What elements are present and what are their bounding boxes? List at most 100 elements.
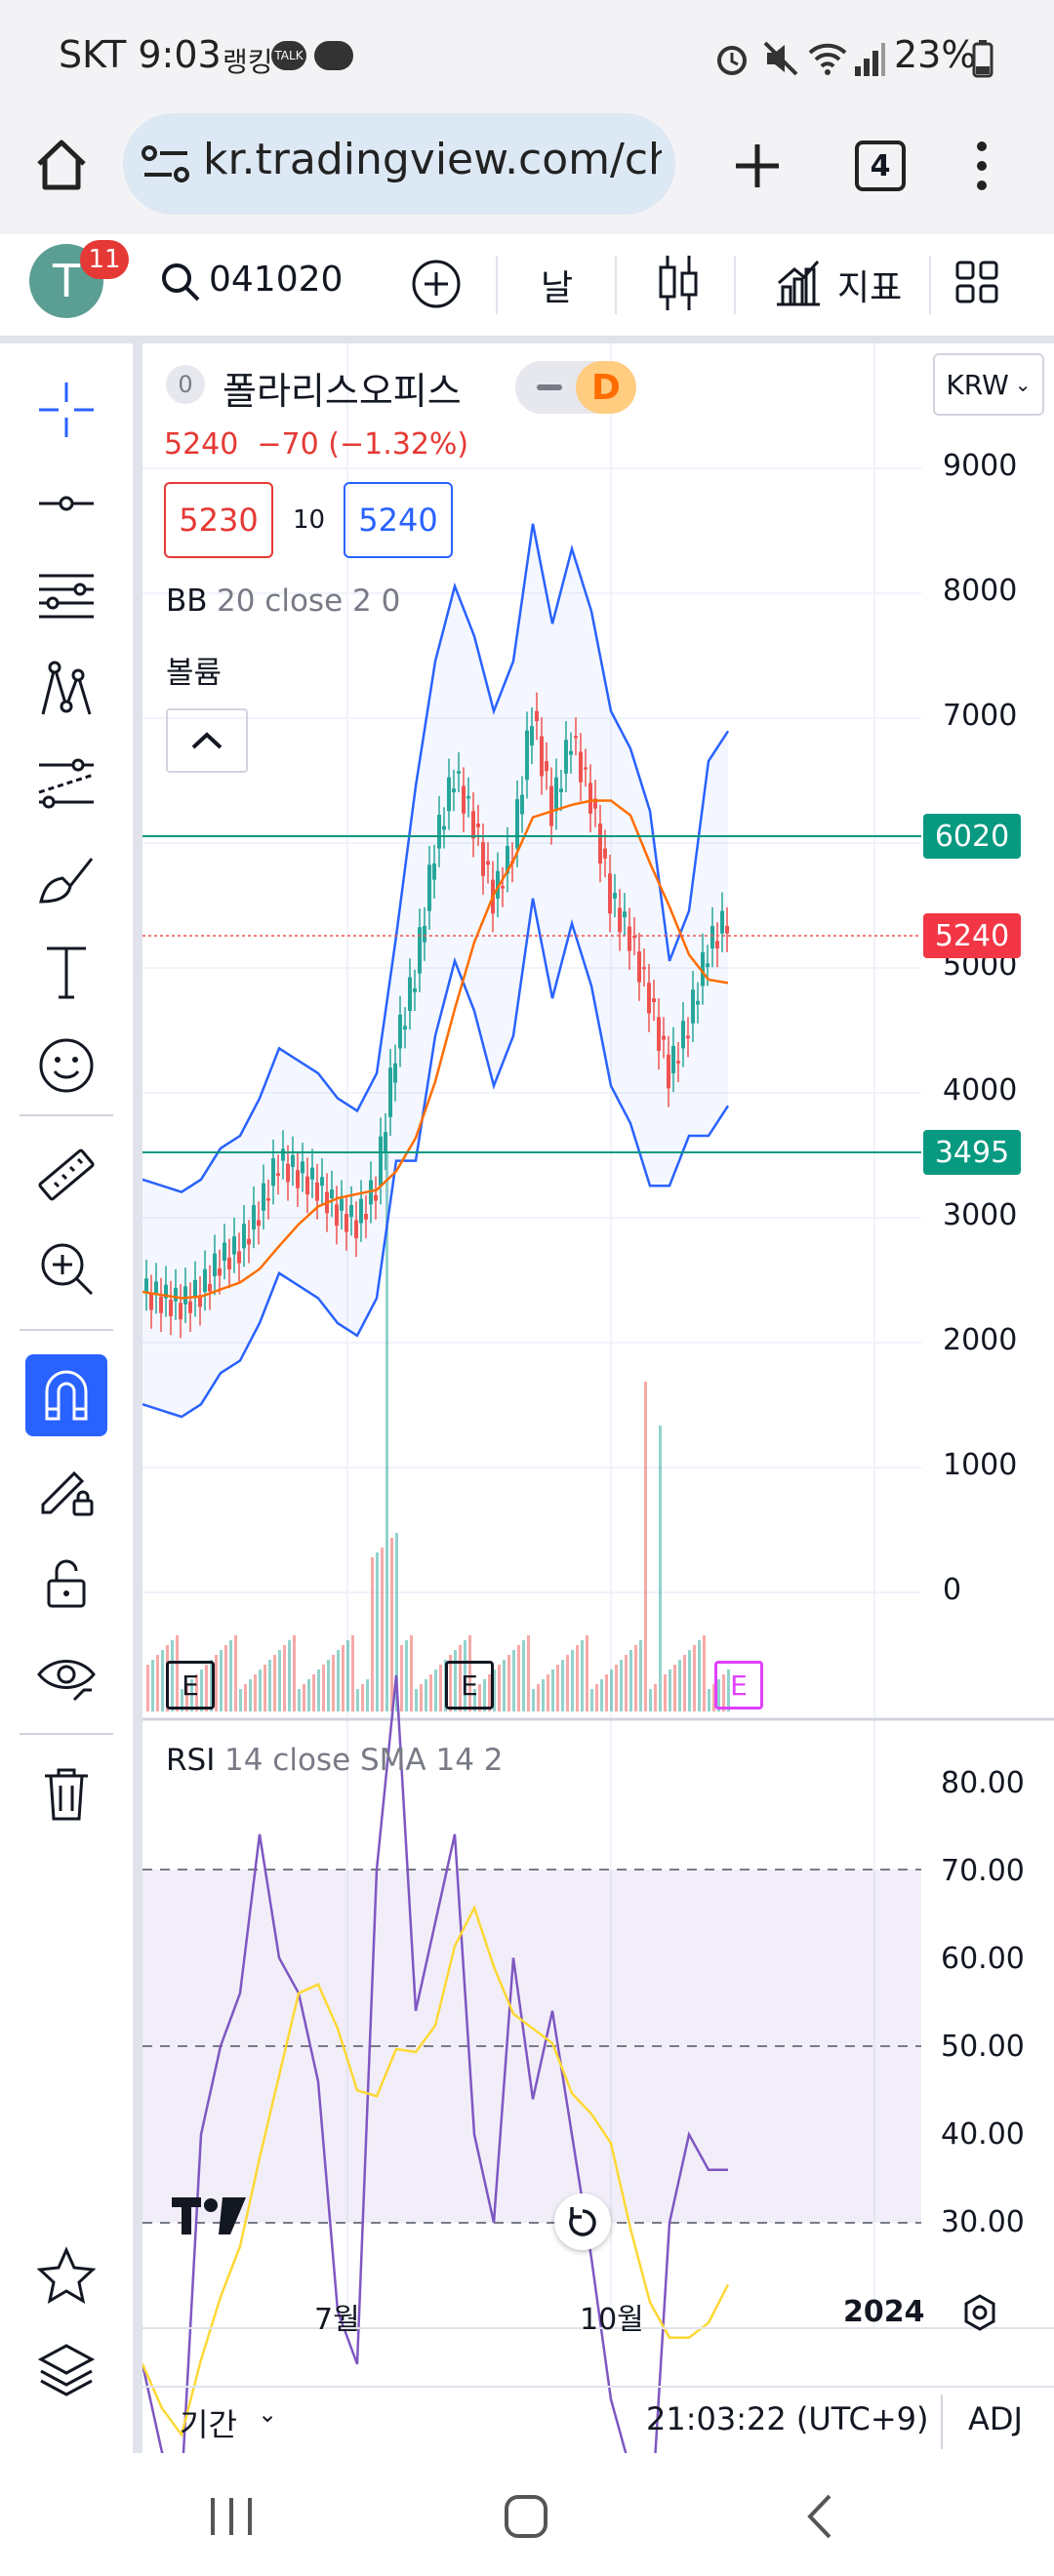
candle-body xyxy=(291,1154,295,1167)
currency-select[interactable]: KRW ⌄ xyxy=(933,353,1044,416)
volume-bar xyxy=(654,1684,657,1711)
search-icon[interactable] xyxy=(158,260,203,304)
brush-tool[interactable] xyxy=(25,837,107,919)
stay-drawing-tool[interactable] xyxy=(25,1448,107,1530)
emoji-tool[interactable] xyxy=(25,1025,107,1107)
separator xyxy=(20,1733,113,1735)
rsi-indicator-name[interactable]: RSI xyxy=(166,1743,216,1778)
volume-bar xyxy=(400,1645,403,1711)
new-tab-icon[interactable] xyxy=(728,137,787,195)
earnings-marker[interactable]: E xyxy=(445,1661,494,1710)
candle-body xyxy=(476,824,480,827)
bb-indicator-name[interactable]: BB xyxy=(166,584,208,619)
candle-body xyxy=(442,825,446,830)
volume-bar xyxy=(366,1679,369,1711)
pattern-tool[interactable] xyxy=(25,650,107,732)
horizontal-line-tag-lower[interactable]: 3495 xyxy=(923,1130,1021,1175)
more-menu-icon[interactable] xyxy=(966,137,997,195)
price-axis-label: 3000 xyxy=(943,1198,1018,1232)
volume-bar xyxy=(639,1640,642,1711)
candle-body xyxy=(384,1132,387,1151)
candle-body xyxy=(696,1000,700,1005)
favorites-tool[interactable] xyxy=(25,2234,107,2316)
chart-canvas[interactable] xyxy=(142,343,1054,2453)
symbol-name[interactable]: 폴라리스오피스 xyxy=(223,370,462,413)
volume-bar xyxy=(522,1640,525,1711)
candle-body xyxy=(281,1148,285,1161)
site-settings-icon[interactable] xyxy=(141,142,191,185)
lock-tool[interactable] xyxy=(25,1542,107,1624)
earnings-marker[interactable]: E xyxy=(166,1661,215,1710)
mute-icon xyxy=(763,41,798,76)
candle-body xyxy=(315,1183,319,1201)
settings-icon[interactable] xyxy=(960,2293,999,2332)
trend-line-tool[interactable] xyxy=(25,463,107,544)
volume-bar xyxy=(342,1645,345,1711)
candle-body xyxy=(359,1198,363,1224)
chevron-down-icon[interactable]: ⌄ xyxy=(258,2400,278,2428)
home-icon[interactable] xyxy=(33,137,90,193)
separator xyxy=(496,256,498,314)
object-tree-tool[interactable] xyxy=(25,2328,107,2410)
volume-indicator-name[interactable]: 볼륨 xyxy=(166,656,223,691)
pencil-lock-icon xyxy=(41,1470,94,1516)
candle-body xyxy=(149,1293,153,1310)
candle-body xyxy=(496,870,500,899)
market-status[interactable]: D xyxy=(515,361,636,414)
carrier-time: SKT 9:03 xyxy=(59,33,222,76)
price-axis-label: 4000 xyxy=(943,1073,1018,1107)
home-nav-icon[interactable] xyxy=(502,2492,550,2541)
magnet-tool[interactable] xyxy=(25,1354,107,1436)
back-icon[interactable] xyxy=(802,2492,837,2541)
date-range-button[interactable]: 기간 xyxy=(180,2406,237,2443)
adjust-button[interactable]: ADJ xyxy=(968,2400,1023,2437)
interval-button[interactable]: 날 xyxy=(541,268,574,308)
volume-bar xyxy=(600,1679,603,1711)
candle-body xyxy=(247,1238,251,1245)
candle-body xyxy=(584,767,588,770)
candle-body xyxy=(608,873,612,914)
projection-tool[interactable] xyxy=(25,744,107,825)
volume-bar xyxy=(249,1679,252,1711)
buy-button[interactable]: 5240 xyxy=(344,482,453,558)
chart-toolbar: T 11 041020 날 지표 xyxy=(0,234,1054,343)
price-axis-label: 7000 xyxy=(943,699,1018,733)
sell-button[interactable]: 5230 xyxy=(164,482,273,558)
remove-tool[interactable] xyxy=(25,1752,107,1834)
measure-tool[interactable] xyxy=(25,1134,107,1216)
candles-icon[interactable] xyxy=(654,252,703,314)
volume-bar xyxy=(273,1655,276,1711)
layout-icon[interactable] xyxy=(954,260,999,304)
text-tool[interactable] xyxy=(25,931,107,1013)
url-text[interactable]: kr.tradingview.com/cha xyxy=(203,135,662,184)
tab-count-button[interactable]: 4 xyxy=(855,141,906,191)
horizontal-line-tag-upper[interactable]: 6020 xyxy=(923,814,1021,859)
candle-body xyxy=(286,1163,290,1183)
indicators-icon[interactable] xyxy=(773,254,822,312)
crosshair-tool[interactable] xyxy=(25,369,107,451)
tradingview-logo-icon[interactable] xyxy=(170,2194,250,2238)
volume-bar xyxy=(688,1650,691,1711)
bb-indicator-params: 20 close 2 0 xyxy=(217,584,401,619)
indicators-label[interactable]: 지표 xyxy=(837,268,903,308)
volume-bar xyxy=(698,1640,701,1711)
chart-area[interactable]: 0 폴라리스오피스 D 5240 −70 (−1.32%) 5230 10 52… xyxy=(142,343,1054,2453)
collapse-legend-button[interactable] xyxy=(166,708,248,773)
candle-body xyxy=(252,1205,256,1229)
volume-bar xyxy=(195,1674,198,1711)
separator xyxy=(20,1114,113,1116)
volume-bar xyxy=(664,1674,667,1711)
symbol-search[interactable]: 041020 xyxy=(209,260,344,300)
reset-chart-button[interactable] xyxy=(554,2194,611,2250)
zoom-tool[interactable] xyxy=(25,1228,107,1309)
volume-bar xyxy=(283,1645,286,1711)
compare-add-icon[interactable] xyxy=(410,258,463,310)
timezone-clock[interactable]: 21:03:22 (UTC+9) xyxy=(646,2400,929,2437)
earnings-marker-upcoming[interactable]: E xyxy=(714,1661,763,1710)
candle-body xyxy=(603,848,607,859)
bb-lower-line xyxy=(142,898,730,1419)
recent-apps-icon[interactable] xyxy=(207,2494,256,2539)
fib-tool[interactable] xyxy=(25,556,107,638)
url-bar[interactable]: kr.tradingview.com/cha xyxy=(123,113,675,215)
visibility-tool[interactable] xyxy=(25,1635,107,1717)
